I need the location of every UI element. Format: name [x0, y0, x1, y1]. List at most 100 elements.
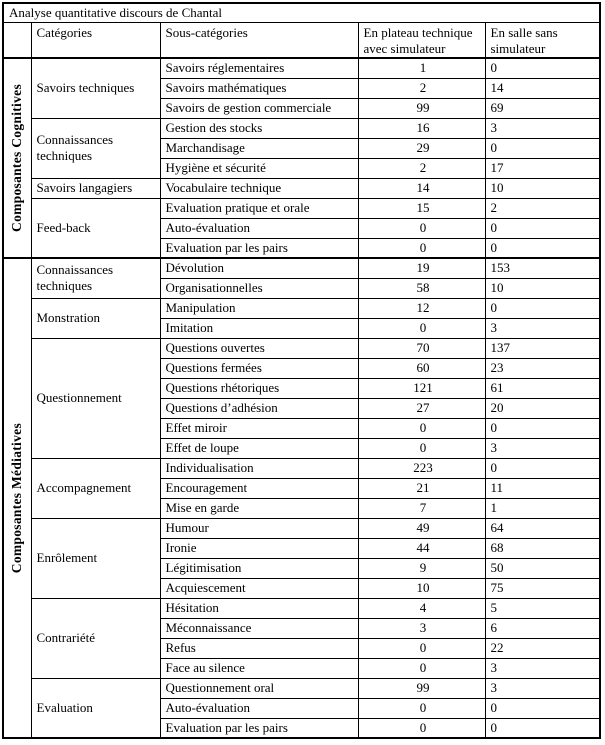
value-plateau-cell: 0 — [357, 697, 486, 719]
value-plateau-cell: 21 — [357, 477, 486, 499]
value-plateau-cell: 0 — [357, 657, 486, 679]
value-salle-cell: 3 — [484, 317, 601, 339]
subcategory-cell: Marchandisage — [159, 137, 359, 159]
value-salle-cell: 61 — [484, 377, 601, 399]
table-body: Analyse quantitative discours de Chantal… — [2, 2, 601, 739]
subcategory-cell: Encouragement — [159, 477, 359, 499]
value-salle-cell: 50 — [484, 557, 601, 579]
value-plateau-cell: 49 — [357, 517, 486, 539]
group-label-cell: Composantes Cognitives — [2, 57, 32, 259]
table-row: Contrariété Hésitation 4 5 — [3, 597, 601, 679]
value-salle-cell: 10 — [484, 177, 601, 199]
subcategory-cell: Auto-évaluation — [159, 697, 359, 719]
value-salle-cell: 23 — [484, 357, 601, 379]
group-label-cell: Composantes Médiatives — [2, 257, 32, 739]
value-plateau-cell: 70 — [357, 337, 486, 359]
value-salle-cell: 0 — [484, 417, 601, 439]
table-row: Acquiescement 10 75 — [3, 577, 601, 599]
value-salle-cell: 0 — [484, 457, 601, 479]
table-row: Auto-évaluation 0 0 — [3, 697, 601, 719]
value-plateau-cell: 0 — [357, 437, 486, 459]
subcategory-cell: Humour — [159, 517, 359, 539]
value-plateau-cell: 14 — [357, 177, 486, 199]
table-row: Refus 0 22 — [3, 637, 601, 659]
table-title: Analyse quantitative discours de Chantal — [2, 2, 601, 23]
value-plateau-cell: 0 — [357, 717, 486, 739]
category-cell: Enrôlement — [30, 517, 161, 599]
subcategory-cell: Questions rhétoriques — [159, 377, 359, 399]
header-salle-sans-simulateur: En salle sans simulateur — [484, 21, 601, 59]
analysis-table: Analyse quantitative discours de Chantal… — [2, 2, 601, 739]
value-salle-cell: 75 — [484, 577, 601, 599]
subcategory-cell: Questions fermées — [159, 357, 359, 379]
table-row: Auto-évaluation 0 0 — [3, 217, 601, 239]
value-salle-cell: 0 — [484, 57, 601, 79]
subcategory-cell: Dévolution — [159, 257, 359, 279]
category-cell: Connaissances techniques — [30, 117, 161, 179]
table-row: Composantes Cognitives Savoirs techniques… — [2, 57, 601, 259]
subcategory-cell: Individualisation — [159, 457, 359, 479]
subcategory-cell: Face au silence — [159, 657, 359, 679]
value-plateau-cell: 2 — [357, 157, 486, 179]
subcategory-cell: Vocabulaire technique — [159, 177, 359, 199]
table-row: Savoirs langagiers Vocabulaire technique 1… — [3, 177, 601, 199]
group-label-wrap: Composantes Médiatives — [4, 260, 30, 737]
value-salle-cell: 3 — [484, 677, 601, 699]
subcategory-cell: Légitimisation — [159, 557, 359, 579]
group-label: Composantes Cognitives — [9, 84, 25, 232]
value-salle-cell: 1 — [484, 497, 601, 519]
value-salle-cell: 68 — [484, 537, 601, 559]
table-row: Enrôlement Humour 49 64 — [3, 517, 601, 599]
value-plateau-cell: 4 — [357, 597, 486, 619]
table-row: Evaluation par les pairs 0 0 — [3, 717, 601, 739]
table-row: Imitation 0 3 — [3, 317, 601, 339]
category-cell: Evaluation — [30, 677, 161, 739]
value-plateau-cell: 0 — [357, 217, 486, 239]
subcategory-cell: Hésitation — [159, 597, 359, 619]
table-row: Organisationnelles 58 10 — [3, 277, 601, 299]
value-plateau-cell: 29 — [357, 137, 486, 159]
table-row: Effet miroir 0 0 — [3, 417, 601, 439]
subcategory-cell: Savoirs mathématiques — [159, 77, 359, 99]
value-salle-cell: 2 — [484, 197, 601, 219]
value-salle-cell: 3 — [484, 117, 601, 139]
subcategory-cell: Méconnaissance — [159, 617, 359, 639]
category-cell: Savoirs techniques — [30, 57, 161, 119]
value-plateau-cell: 2 — [357, 77, 486, 99]
value-plateau-cell: 3 — [357, 617, 486, 639]
category-cell: Questionnement — [30, 337, 161, 459]
category-cell: Accompagnement — [30, 457, 161, 519]
value-plateau-cell: 9 — [357, 557, 486, 579]
header-categories: Catégories — [30, 21, 161, 59]
value-salle-cell: 20 — [484, 397, 601, 419]
table-row: Questionnement Questions ouvertes 70 137 — [3, 337, 601, 459]
table-row: Effet de loupe 0 3 — [3, 437, 601, 459]
header-plateau-simulateur: En plateau technique avec simulateur — [357, 21, 486, 59]
category-cell: Monstration — [30, 297, 161, 339]
value-salle-cell: 3 — [484, 657, 601, 679]
table-row: Questions fermées 60 23 — [3, 357, 601, 379]
value-plateau-cell: 99 — [357, 677, 486, 699]
value-salle-cell: 69 — [484, 97, 601, 119]
table-row: Composantes Médiatives Connaissances tech… — [2, 257, 601, 739]
value-plateau-cell: 60 — [357, 357, 486, 379]
subcategory-cell: Ironie — [159, 537, 359, 559]
value-plateau-cell: 0 — [357, 237, 486, 259]
subcategory-cell: Organisationnelles — [159, 277, 359, 299]
value-plateau-cell: 1 — [357, 57, 486, 79]
table-row: Monstration Manipulation 12 0 — [3, 297, 601, 339]
value-plateau-cell: 99 — [357, 97, 486, 119]
value-salle-cell: 137 — [484, 337, 601, 359]
subcategory-cell: Questions d’adhésion — [159, 397, 359, 419]
subcategory-cell: Manipulation — [159, 297, 359, 319]
category-cell: Connaissances techniques — [30, 257, 161, 299]
value-salle-cell: 17 — [484, 157, 601, 179]
subcategory-cell: Effet de loupe — [159, 437, 359, 459]
table-header-row: Catégories Sous-catégories En plateau te… — [2, 21, 601, 59]
group-label-wrap: Composantes Cognitives — [4, 59, 30, 257]
value-plateau-cell: 0 — [357, 637, 486, 659]
subcategory-cell: Auto-évaluation — [159, 217, 359, 239]
subcategory-cell: Refus — [159, 637, 359, 659]
value-salle-cell: 10 — [484, 277, 601, 299]
